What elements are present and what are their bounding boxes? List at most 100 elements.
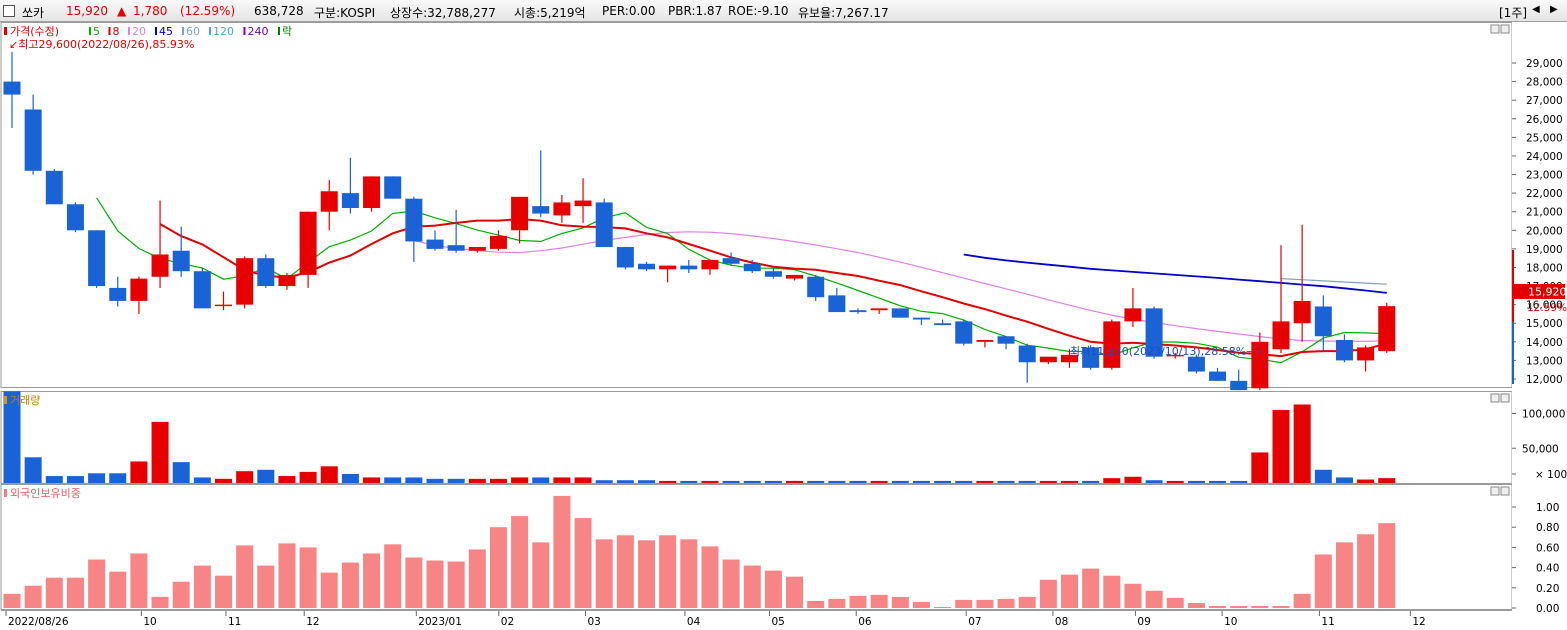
- x-tick-label: 05: [772, 616, 785, 628]
- foreign-ratio-bar: [1124, 583, 1142, 608]
- candle-body: [3, 81, 21, 95]
- volume-bar: [1378, 478, 1396, 483]
- price-tick-label: 13,000: [1526, 355, 1563, 367]
- candle-body: [151, 254, 169, 277]
- volume-bar: [511, 477, 529, 483]
- price-panel: [0, 22, 1513, 388]
- foreign-ratio-bar: [384, 544, 402, 608]
- ma8-line: [159, 218, 1388, 358]
- panel-maximize-icon[interactable]: [1490, 393, 1510, 403]
- volume-bar: [1314, 469, 1332, 483]
- volume-bar: [1103, 478, 1121, 483]
- candle-body: [595, 202, 613, 248]
- candle: [151, 200, 169, 288]
- price-change: 1,780: [133, 4, 168, 18]
- foreign-ratio-bar: [1082, 568, 1100, 608]
- foreign-ratio-bar: [1145, 590, 1163, 608]
- current-volume-marker: [1512, 250, 1514, 384]
- ma-legend-label[interactable]: 240: [248, 25, 269, 38]
- candle-body: [1314, 306, 1332, 337]
- volume-bar: [320, 466, 338, 483]
- candle: [45, 168, 63, 205]
- scroll-arrow-icon[interactable]: ◀: [1532, 4, 1540, 15]
- change-up-arrow: ▲: [117, 4, 127, 18]
- foreign-ratio-bar: [109, 571, 127, 608]
- candle-body: [1018, 345, 1036, 363]
- volume-panel-title[interactable]: 거래량: [10, 394, 40, 407]
- foreign-panel-title[interactable]: 외국인보유비중: [10, 487, 81, 500]
- foreign-ratio-bar: [574, 518, 592, 608]
- candle-body: [807, 276, 825, 298]
- volume-bar: [66, 476, 84, 483]
- stock-chart[interactable]: 29,000 28,000 27,000 26,000 25,000 24,000 23,0…: [0, 22, 1567, 630]
- candle: [66, 202, 84, 233]
- foreign-ratio-bar: [1293, 593, 1311, 608]
- current-price: 15,920: [66, 4, 108, 18]
- ma-legend-label[interactable]: 5: [93, 25, 100, 38]
- price-tick-label: 22,000: [1526, 188, 1563, 200]
- market-cap: 시총:5,219억: [514, 6, 586, 20]
- volume-bar: [193, 477, 211, 483]
- foreign-ratio-bar: [595, 539, 613, 608]
- stock-name[interactable]: 쏘카: [22, 6, 45, 20]
- panel-maximize-icon[interactable]: [1490, 24, 1510, 34]
- volume-bar: [849, 480, 867, 483]
- candle: [1018, 343, 1036, 383]
- candle-body: [891, 308, 909, 318]
- volume-bar: [1251, 452, 1269, 483]
- volume-bar: [151, 421, 169, 483]
- foreign-ratio-bar: [489, 527, 507, 608]
- volume-bar: [616, 480, 634, 483]
- foreign-ratio-bar: [1061, 574, 1078, 608]
- foreign-ratio-bar: [807, 600, 825, 608]
- foreign-ratio-bar: [130, 553, 148, 608]
- ratio-tick-label: 0.20: [1536, 583, 1559, 595]
- foreign-ratio-bar: [722, 559, 740, 608]
- ma-legend-label[interactable]: 8: [113, 25, 120, 38]
- ma-legend-label[interactable]: 45: [159, 25, 173, 38]
- candle: [595, 198, 613, 248]
- candle-body: [468, 247, 486, 251]
- candle: [574, 178, 592, 223]
- candle-body: [257, 258, 275, 287]
- candle-body: [659, 265, 677, 270]
- x-tick-label: 04: [687, 616, 701, 628]
- price-tick-label: 28,000: [1526, 77, 1563, 89]
- scroll-arrow-icon[interactable]: ▶: [1550, 4, 1558, 15]
- candle: [1314, 295, 1332, 352]
- volume-bar: [341, 473, 359, 483]
- volume-bar: [88, 473, 106, 483]
- price-legend-label[interactable]: 가격(수정): [10, 25, 59, 38]
- candle-body: [1166, 354, 1184, 357]
- foreign-ratio-bar: [659, 535, 677, 608]
- ma-legend-label[interactable]: 락: [282, 25, 292, 38]
- candle-body: [193, 271, 211, 309]
- candle: [891, 308, 909, 318]
- candle-body: [511, 196, 529, 231]
- ratio-tick-label: 0.40: [1536, 563, 1559, 575]
- ma-legend-marker: [89, 27, 91, 35]
- period-selector[interactable]: [1주]: [1499, 6, 1528, 20]
- volume-bar: [934, 480, 952, 483]
- roe-value: ROE:-9.10: [728, 4, 789, 18]
- candle: [807, 274, 825, 301]
- candle: [616, 247, 634, 270]
- x-tick-label: 11: [228, 616, 241, 628]
- panel-maximize-icon[interactable]: [1490, 486, 1510, 496]
- volume-bar: [701, 480, 719, 483]
- select-checkbox[interactable]: [3, 5, 15, 17]
- ratio-tick-label: 0.80: [1536, 522, 1559, 534]
- price-tick-label: 24,000: [1526, 151, 1563, 163]
- ma-legend-label[interactable]: 60: [186, 25, 200, 38]
- price-tick-label: 20,000: [1526, 225, 1563, 237]
- candle: [489, 230, 507, 251]
- foreign-ratio-bar: [955, 599, 973, 608]
- candle: [172, 226, 190, 277]
- ma-legend-label[interactable]: 20: [132, 25, 146, 38]
- candle: [299, 211, 317, 288]
- ma-legend-label[interactable]: 120: [213, 25, 234, 38]
- ma20-line: [413, 231, 1387, 342]
- foreign-ratio-bar: [172, 581, 190, 608]
- foreign-ratio-bar: [1103, 575, 1121, 608]
- foreign-ratio-bar: [299, 547, 317, 608]
